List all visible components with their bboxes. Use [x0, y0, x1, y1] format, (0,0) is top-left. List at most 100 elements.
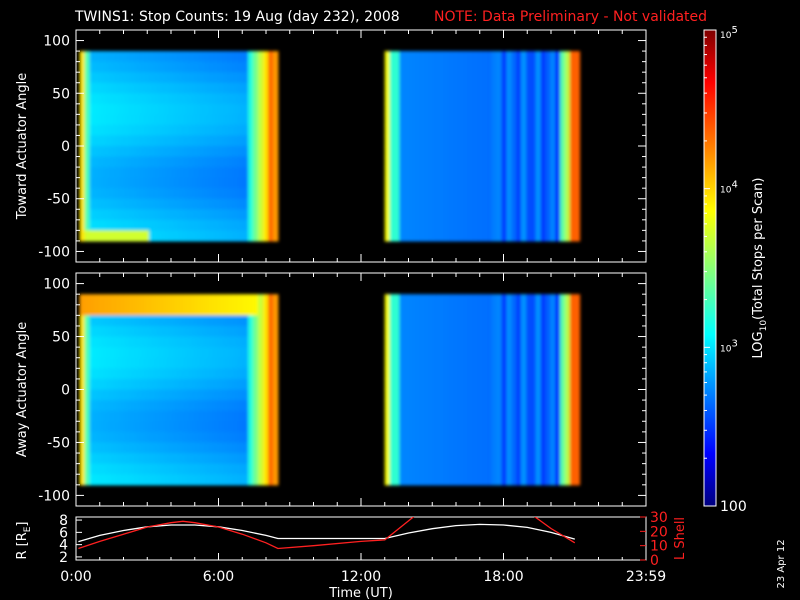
heatmap-cell: [198, 156, 205, 168]
heatmap-cell: [482, 114, 488, 126]
heatmap-cell: [550, 442, 556, 454]
heatmap-cell: [550, 209, 556, 221]
heatmap-cell: [148, 368, 155, 380]
heatmap-cell: [511, 156, 517, 168]
heatmap-cell: [560, 294, 566, 306]
heatmap-cell: [233, 325, 239, 338]
heatmap-cell: [208, 463, 215, 475]
heatmap-cell: [129, 93, 135, 105]
heatmap-cell: [109, 209, 115, 221]
heatmap-cell: [94, 315, 100, 327]
heatmap-cell: [124, 124, 130, 137]
heatmap-cell: [267, 336, 274, 348]
heatmap-cell: [413, 378, 420, 391]
heatmap-cell: [203, 219, 210, 231]
heatmap-cell: [384, 304, 391, 316]
heatmap-cell: [272, 325, 279, 338]
heatmap-cell: [560, 304, 566, 316]
heatmap-cell: [501, 93, 508, 105]
heatmap-cell: [134, 336, 140, 348]
heatmap-cell: [243, 400, 249, 412]
heatmap-cell: [496, 167, 503, 179]
heatmap-cell: [263, 336, 269, 348]
heatmap-cell: [467, 167, 473, 179]
heatmap-cell: [163, 209, 170, 221]
heatmap-cell: [433, 114, 439, 126]
heatmap-cell: [253, 188, 259, 200]
heatmap-cell: [139, 114, 145, 126]
heatmap-cell: [521, 167, 527, 179]
heatmap-cell: [183, 198, 190, 210]
heatmap-cell: [183, 156, 190, 168]
heatmap-cell: [79, 230, 86, 242]
heatmap-cell: [399, 219, 405, 231]
heatmap-cell: [569, 442, 576, 454]
heatmap-cell: [413, 198, 420, 210]
heatmap-cell: [423, 410, 430, 422]
heatmap-cell: [114, 421, 120, 433]
heatmap-cell: [272, 357, 279, 369]
heatmap-cell: [193, 61, 200, 73]
heatmap-cell: [89, 368, 96, 380]
heatmap-cell: [213, 304, 219, 316]
heatmap-cell: [443, 124, 449, 137]
heatmap-cell: [79, 378, 86, 391]
heatmap-cell: [477, 230, 483, 242]
heatmap-cell: [423, 61, 430, 73]
heatmap-cell: [569, 146, 576, 158]
heatmap-cell: [263, 219, 269, 231]
heatmap-cell: [496, 51, 503, 63]
heatmap-cell: [404, 230, 410, 242]
heatmap-cell: [457, 474, 464, 486]
heatmap-cell: [399, 410, 405, 422]
heatmap-cell: [208, 114, 215, 126]
heatmap-cell: [491, 442, 498, 454]
heatmap-cell: [530, 400, 537, 412]
heatmap-cell: [114, 156, 120, 168]
heatmap-cell: [153, 347, 160, 359]
heatmap-cell: [223, 463, 229, 475]
heatmap-cell: [148, 389, 155, 401]
heatmap-cell: [173, 431, 180, 444]
heatmap-cell: [124, 421, 130, 433]
heatmap-cell: [178, 177, 185, 189]
heatmap-cell: [163, 389, 170, 401]
heatmap-cell: [477, 72, 483, 84]
heatmap-cell: [223, 114, 229, 126]
heatmap-cell: [84, 198, 91, 210]
heatmap-cell: [399, 294, 405, 306]
heatmap-cell: [178, 93, 185, 105]
heatmap-cell: [168, 368, 175, 380]
heatmap-cell: [457, 124, 464, 137]
heatmap-cell: [89, 188, 96, 200]
heatmap-cell: [124, 219, 130, 231]
heatmap-cell: [574, 61, 581, 73]
heatmap-cell: [243, 188, 249, 200]
heatmap-cell: [389, 421, 396, 433]
heatmap-cell: [399, 357, 405, 369]
heatmap-cell: [94, 72, 100, 84]
heatmap-cell: [79, 325, 86, 338]
heatmap-cell: [119, 389, 125, 401]
heatmap-cell: [253, 124, 259, 137]
heatmap-cell: [124, 51, 130, 63]
heatmap-cell: [198, 61, 205, 73]
heatmap-cell: [228, 453, 234, 465]
heatmap-cell: [94, 421, 100, 433]
heatmap-cell: [119, 124, 125, 137]
heatmap-cell: [248, 61, 254, 73]
heatmap-cell: [457, 82, 464, 94]
heatmap-cell: [423, 315, 430, 327]
heatmap-cell: [467, 103, 473, 115]
heatmap-cell: [89, 474, 96, 486]
heatmap-cell: [506, 209, 512, 221]
heatmap-cell: [452, 294, 459, 306]
heatmap-cell: [462, 357, 469, 369]
heatmap-cell: [272, 156, 279, 168]
heatmap-cell: [409, 61, 415, 73]
heatmap-cell: [173, 294, 180, 306]
heatmap-cell: [99, 463, 105, 475]
heatmap-cell: [443, 51, 449, 63]
heatmap-cell: [198, 93, 205, 105]
heatmap-cell: [163, 230, 170, 242]
